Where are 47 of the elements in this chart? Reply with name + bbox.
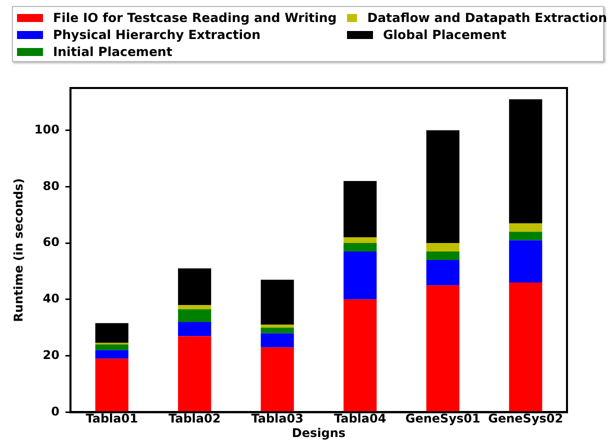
bar (260, 347, 294, 412)
y-tick-label: 80 (42, 178, 60, 193)
bar (260, 328, 294, 334)
y-tick-label: 40 (42, 292, 60, 306)
bar (178, 322, 212, 336)
bar (426, 243, 460, 252)
legend-label: Global Placement (383, 27, 506, 42)
bar (344, 181, 377, 238)
x-tick-label: Tabla01 (86, 412, 138, 426)
legend-label: File IO for Testcase Reading and Writing (53, 10, 337, 25)
bar (260, 333, 294, 348)
bar (178, 309, 212, 322)
x-tick-label: Tabla03 (251, 412, 304, 426)
bar (178, 268, 212, 306)
bar (509, 99, 542, 224)
bar (95, 358, 128, 412)
x-tick-label: GeneSys02 (488, 412, 564, 426)
bar (95, 323, 128, 343)
legend-label: Initial Placement (53, 44, 172, 59)
bar (509, 223, 542, 232)
y-tick-label: 60 (42, 235, 60, 250)
bar (178, 336, 212, 412)
bar (95, 350, 128, 359)
bar (426, 252, 460, 260)
bar (509, 282, 542, 412)
x-tick-label: Tabla02 (168, 412, 221, 426)
bar (509, 232, 542, 240)
bar (509, 240, 542, 283)
x-tick-label: Tabla04 (334, 412, 386, 426)
bar (344, 252, 377, 300)
y-tick-label: 0 (51, 404, 60, 418)
bar (95, 344, 128, 350)
bar (260, 280, 294, 325)
bar (426, 285, 460, 412)
legend-label: Dataflow and Datapath Extraction (367, 10, 607, 25)
bar (426, 130, 460, 244)
y-axis-title: Runtime (in seconds) (11, 178, 26, 322)
x-axis-title: Designs (292, 426, 346, 440)
y-tick-label: 20 (42, 348, 60, 362)
bar (344, 237, 377, 244)
legend-label: Physical Hierarchy Extraction (53, 27, 261, 42)
bar (178, 305, 212, 310)
bar (344, 299, 377, 412)
bar (344, 243, 377, 252)
x-tick-label: GeneSys01 (405, 412, 480, 426)
bar (426, 260, 460, 286)
y-tick-label: 100 (34, 122, 60, 136)
